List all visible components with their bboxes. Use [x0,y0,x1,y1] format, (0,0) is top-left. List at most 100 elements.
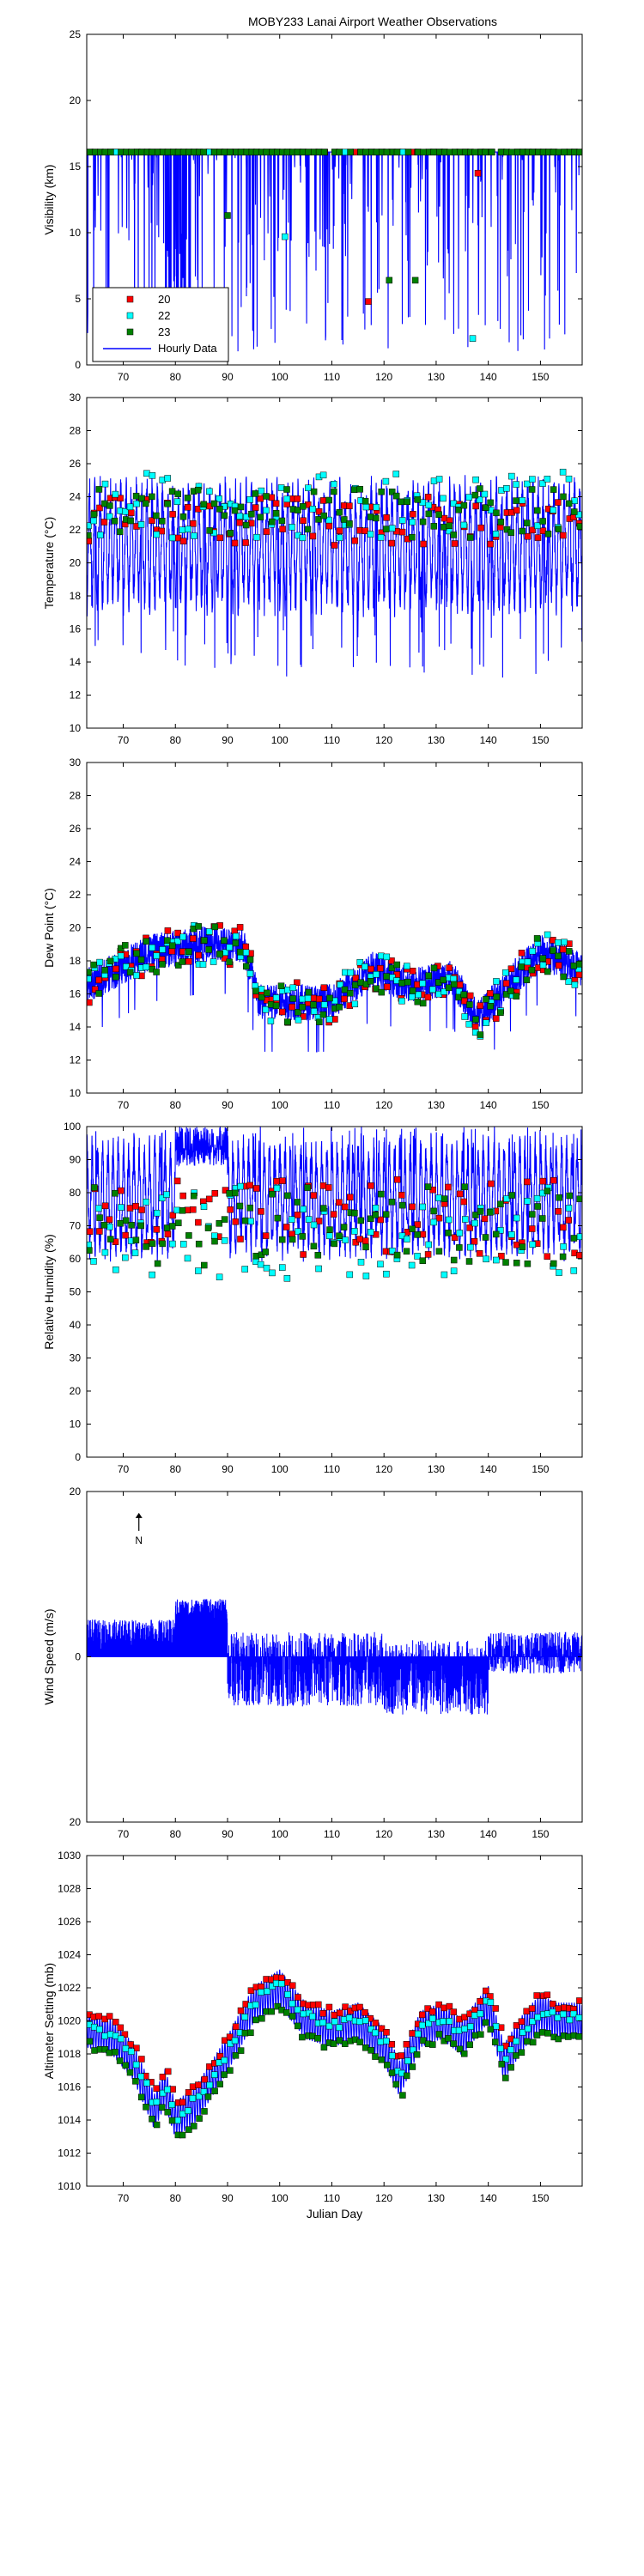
marker-22-66 [429,2014,436,2022]
marker-23-50 [346,520,353,527]
marker-20-0 [87,1228,94,1235]
marker-23-14 [159,961,166,968]
marker-22-77 [487,1999,495,2006]
marker-22-73 [465,494,473,501]
marker-23-70 [450,1256,458,1264]
marker-20-62 [409,2030,416,2037]
marker-20-5 [112,2019,119,2026]
marker-23-23 [204,1224,212,1231]
marker-23-36 [272,510,280,517]
marker-23-44 [314,1252,322,1259]
x-tick-label: 150 [532,2192,549,2204]
marker-23-36 [274,1214,282,1222]
marker-22-70 [282,233,289,240]
marker-20-17 [174,929,181,937]
marker-23-51 [350,486,358,493]
legend-label: 23 [158,325,170,338]
marker-23-45 [320,2044,328,2051]
marker-22-17 [174,2117,181,2124]
marker-23-39 [289,1236,296,1243]
marker-20-54 [368,965,374,973]
marker-20-1 [91,986,99,993]
marker-23-89 [550,947,556,954]
marker-22-35 [269,1269,276,1277]
y-tick-label: 1024 [58,1949,81,1961]
marker-20-10 [138,1206,145,1213]
marker-20-51 [352,975,359,981]
legend-marker-22 [126,312,134,319]
marker-20-29 [237,2007,245,2014]
marker-23-6 [116,528,124,535]
marker-20-79 [498,1253,505,1260]
marker-23-18 [179,1207,186,1214]
x-tick-label: 140 [480,2192,497,2204]
marker-20-8 [128,509,135,516]
marker-23-75 [477,485,483,492]
marker-23-18 [179,2131,186,2139]
marker-20-38 [283,1224,290,1230]
marker-23-36 [274,2002,281,2010]
marker-22-81 [507,2046,514,2053]
marker-20-75 [477,524,484,532]
marker-23-77 [487,1209,494,1216]
marker-20-91 [560,1224,567,1231]
marker-22-12 [149,472,156,479]
marker-23-47 [330,2040,337,2047]
marker-23-51 [352,981,359,988]
marker-22-39 [289,1216,295,1223]
marker-23-36 [272,1002,280,1009]
marker-22-80 [502,2056,510,2063]
marker-22-32 [253,533,260,541]
marker-23-73 [465,1258,473,1265]
plot-area-6 [87,1969,582,2139]
marker-22-40 [294,2006,301,2014]
marker-23-59 [393,961,401,969]
marker-20-75 [477,1997,483,2005]
marker-23-21 [200,149,207,155]
marker-20-45 [319,1182,327,1189]
marker-20-23 [206,2063,213,2070]
marker-23-93 [571,508,578,515]
marker-22-43 [310,1008,318,1015]
marker-22-6 [118,952,125,960]
marker-20-45 [320,984,328,991]
marker-22-18 [179,526,186,533]
marker-22-86 [534,522,541,530]
marker-22-12 [149,1271,155,1279]
marker-23-33 [258,2014,265,2022]
marker-23-58 [388,964,396,972]
marker-20-49 [341,995,348,1003]
marker-20-17 [173,1177,181,1185]
marker-22-63 [415,991,422,999]
marker-23-92 [565,500,573,507]
plot-area-2 [87,468,582,678]
marker-22-70 [450,975,458,982]
marker-20-19 [185,958,192,965]
legend-label: 22 [158,309,170,322]
marker-23-90 [555,952,562,960]
marker-20-18 [179,2099,186,2106]
marker-23-74 [471,2032,479,2039]
marker-23-92 [565,2033,572,2040]
marker-20-94 [576,1997,582,2004]
marker-23-59 [393,1251,401,1259]
marker-23-69 [446,522,453,529]
marker-20-39 [289,1003,295,1011]
marker-20-91 [559,945,567,953]
marker-20-74 [471,1237,478,1245]
marker-22-53 [361,2017,369,2024]
marker-23-12 [154,149,161,155]
marker-23-72 [461,1183,468,1190]
marker-23-57 [382,526,390,532]
marker-23-0 [87,1247,93,1254]
marker-20-77 [488,1180,495,1188]
marker-22-85 [529,1241,536,1249]
marker-20-84 [523,2008,530,2015]
marker-20-31 [247,1987,255,1994]
marker-22-19 [185,526,191,533]
marker-23-22 [201,937,208,944]
marker-20-28 [232,1218,239,1225]
marker-22-94 [575,2014,582,2021]
marker-22-56 [378,952,385,960]
marker-23-19 [185,948,192,955]
